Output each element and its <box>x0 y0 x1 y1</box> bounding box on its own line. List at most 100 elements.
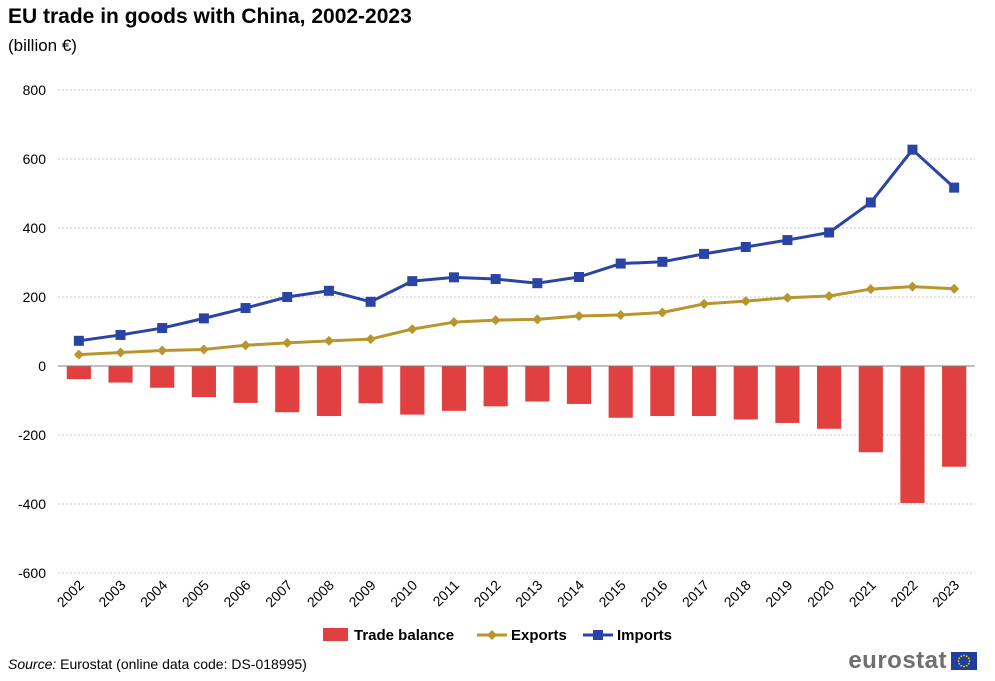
imports-point <box>907 144 918 155</box>
exports-line <box>78 285 955 357</box>
imports-point <box>657 256 668 267</box>
source-text: Eurostat (online data code: DS-018995) <box>56 656 307 672</box>
imports-point <box>615 258 626 269</box>
x-tick-label: 2007 <box>262 577 295 610</box>
flag-star <box>963 654 965 657</box>
x-tick-label: 2010 <box>387 577 420 610</box>
exports-point <box>323 335 334 346</box>
x-tick-label: 2006 <box>220 577 253 610</box>
exports-point <box>949 283 960 294</box>
exports-point <box>865 284 876 295</box>
legend-label-exports: Exports <box>511 627 567 644</box>
imports-point <box>949 182 960 193</box>
x-tick-label: 2013 <box>512 577 545 610</box>
bar-trade-balance <box>150 366 175 388</box>
exports-point <box>907 281 918 292</box>
exports-point <box>198 344 209 355</box>
legend-marker-exports <box>487 630 497 640</box>
imports-point <box>699 248 710 259</box>
imports-line <box>78 148 956 343</box>
imports-point <box>782 235 793 246</box>
flag-star <box>957 660 960 662</box>
source-note: Source: Eurostat (online data code: DS-0… <box>8 656 307 672</box>
logo-text: eurostat <box>848 647 947 674</box>
bar-trade-balance <box>650 366 675 417</box>
y-tick-label: 600 <box>23 151 47 167</box>
exports-point <box>574 310 585 321</box>
exports-point <box>157 345 168 356</box>
legend-swatch-trade-balance <box>323 628 348 641</box>
exports-point <box>740 296 751 307</box>
bar-trade-balance <box>733 366 758 420</box>
eurostat-logo: eurostat <box>848 647 977 675</box>
x-tick-label: 2012 <box>470 577 503 610</box>
exports-point <box>490 315 501 326</box>
bar-trade-balance <box>316 366 342 417</box>
bar-trade-balance <box>775 366 800 423</box>
x-tick-label: 2023 <box>929 577 962 610</box>
imports-point <box>282 292 293 302</box>
x-tick-label: 2021 <box>846 577 879 610</box>
y-tick-label: -200 <box>18 427 46 443</box>
exports-point <box>407 324 418 335</box>
imports-point <box>448 272 459 283</box>
flag-star <box>967 662 970 665</box>
exports-point <box>73 349 84 360</box>
x-tick-label: 2014 <box>554 577 587 610</box>
imports-point <box>407 276 418 287</box>
legend-label-trade-balance: Trade balance <box>354 627 454 644</box>
exports-point <box>532 314 543 325</box>
exports-point <box>615 309 626 320</box>
bar-trade-balance <box>191 366 216 398</box>
x-tick-label: 2016 <box>637 577 670 610</box>
y-tick-label: 800 <box>23 82 47 98</box>
imports-point <box>574 271 585 282</box>
flag-star <box>958 662 961 665</box>
x-tick-label: 2020 <box>804 577 837 610</box>
exports-point <box>824 290 835 301</box>
exports-point <box>699 298 710 309</box>
bar-trade-balance <box>441 366 467 411</box>
x-tick-label: 2015 <box>595 577 628 610</box>
bar-trade-balance <box>233 366 258 403</box>
bar-trade-balance <box>483 366 508 407</box>
exports-point <box>115 347 126 358</box>
y-tick-label: 200 <box>23 289 47 305</box>
x-tick-label: 2009 <box>345 577 378 610</box>
exports-point <box>657 307 668 318</box>
flag-star <box>965 664 968 667</box>
legend-marker-imports <box>593 630 603 640</box>
imports-point <box>865 197 876 208</box>
bar-trade-balance <box>566 366 592 404</box>
imports-point <box>73 335 84 346</box>
x-tick-label: 2019 <box>762 577 795 610</box>
source-label: Source: <box>8 656 57 672</box>
imports-point <box>532 278 543 289</box>
x-tick-label: 2017 <box>679 577 712 610</box>
exports-point <box>240 340 251 351</box>
flag-star <box>960 655 963 658</box>
bar-trade-balance <box>358 366 383 404</box>
eu-flag-icon <box>951 652 977 670</box>
x-tick-label: 2011 <box>429 577 462 610</box>
imports-point <box>198 313 209 324</box>
bar-trade-balance <box>275 366 300 413</box>
exports-point <box>448 317 459 328</box>
imports-point <box>824 227 835 238</box>
flag-star <box>968 660 971 662</box>
imports-point <box>490 274 501 285</box>
imports-point <box>365 296 376 307</box>
legend-label-imports: Imports <box>617 627 672 644</box>
bar-trade-balance <box>400 366 425 415</box>
x-tick-label: 2018 <box>721 577 754 610</box>
bar-trade-balance <box>525 366 550 402</box>
bar-trade-balance <box>108 366 133 383</box>
imports-point <box>157 323 168 334</box>
x-tick-label: 2004 <box>137 577 170 610</box>
imports-point <box>740 241 751 252</box>
flag-star <box>965 655 968 658</box>
exports-point <box>282 337 293 348</box>
x-tick-label: 2003 <box>95 577 128 610</box>
y-tick-label: -400 <box>18 496 46 512</box>
